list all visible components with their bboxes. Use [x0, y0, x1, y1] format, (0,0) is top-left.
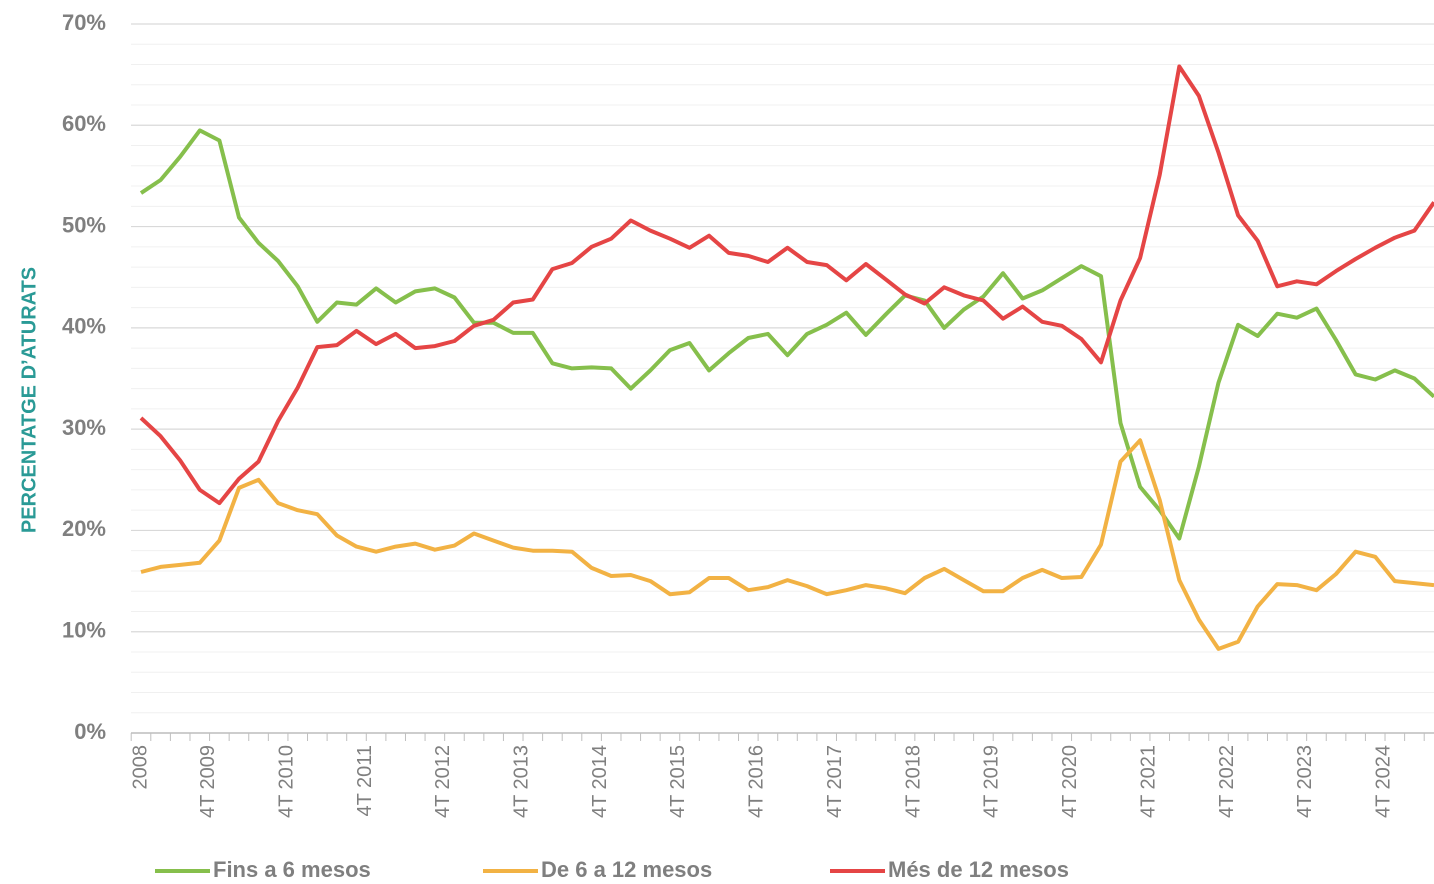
x-tick-label: 4T 2016 [746, 745, 768, 818]
x-tick-label: 4T 2014 [589, 745, 611, 818]
legend-label: Més de 12 mesos [888, 857, 1069, 882]
x-tick-label: 4T 2012 [432, 745, 454, 818]
y-tick-label: 10% [62, 618, 106, 643]
x-tick-label: 4T 2011 [354, 745, 376, 817]
y-tick-label: 50% [62, 212, 106, 237]
series-line [139, 64, 1434, 506]
x-tick-label: 4T 2024 [1373, 745, 1395, 818]
y-axis-title: PERCENTATGE D’ATURATS [18, 267, 40, 533]
x-tick-label: 4T 2023 [1294, 745, 1316, 818]
x-tick-label: 2008 [129, 745, 151, 790]
x-tick-label: 4T 2009 [197, 745, 219, 818]
series-line [139, 128, 1434, 541]
x-tick-label: 4T 2022 [1216, 745, 1238, 818]
y-tick-label: 0% [74, 719, 106, 744]
x-tick-label: 4T 2020 [1059, 745, 1081, 818]
y-tick-label: 40% [62, 314, 106, 339]
x-tick-label: 4T 2010 [275, 745, 297, 818]
x-tick-label: 4T 2015 [667, 745, 689, 818]
y-tick-label: 70% [62, 10, 106, 35]
y-tick-label: 20% [62, 516, 106, 541]
y-tick-label: 30% [62, 415, 106, 440]
x-tick-label: 4T 2013 [511, 745, 533, 818]
x-tick-label: 4T 2017 [824, 745, 846, 818]
legend-label: De 6 a 12 mesos [541, 857, 712, 882]
y-tick-label: 60% [62, 111, 106, 136]
x-tick-label: 4T 2021 [1137, 745, 1159, 818]
x-tick-label: 4T 2019 [981, 745, 1003, 818]
legend-label: Fins a 6 mesos [213, 857, 371, 882]
x-tick-label: 4T 2018 [902, 745, 924, 818]
series-line [140, 438, 1434, 651]
